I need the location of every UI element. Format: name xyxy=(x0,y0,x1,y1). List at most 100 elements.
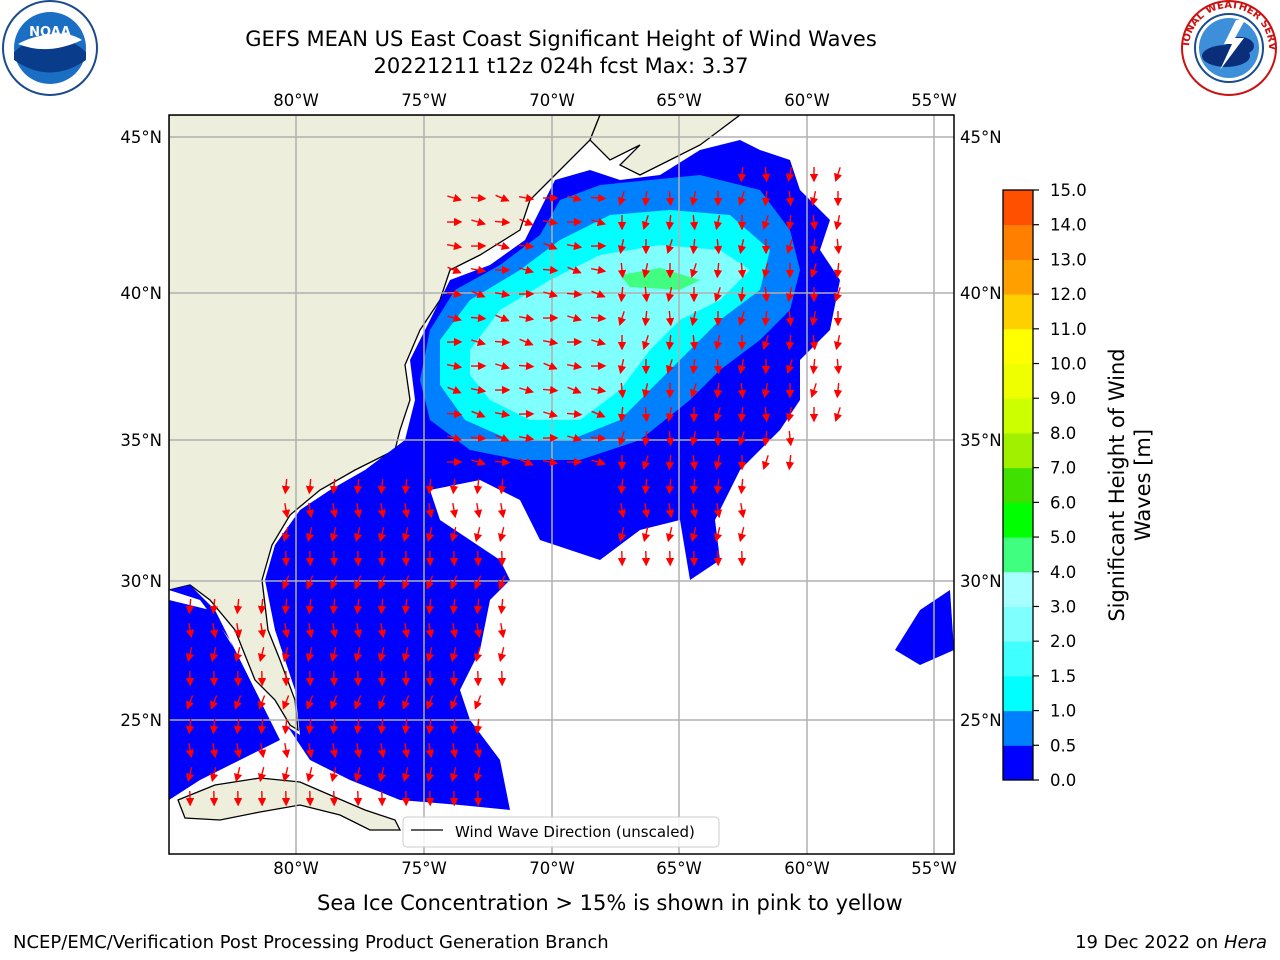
wave-arrow xyxy=(185,718,195,735)
wave-arrow xyxy=(401,502,411,519)
wave-arrow xyxy=(354,695,362,710)
wave-arrow xyxy=(641,335,650,351)
colorbar-tick-label: 5.0 xyxy=(1050,528,1076,547)
colorbar-segment xyxy=(1003,537,1033,573)
colorbar-segment xyxy=(1003,467,1033,503)
wave-arrow xyxy=(566,361,583,371)
wave-arrow xyxy=(833,287,842,303)
wave-arrow xyxy=(665,478,675,495)
wave-arrow xyxy=(353,527,363,543)
wave-arrow xyxy=(761,455,770,471)
wave-arrow xyxy=(353,478,363,495)
wave-arrow xyxy=(473,598,483,615)
wave-arrow xyxy=(761,430,771,447)
wave-arrow xyxy=(401,598,411,615)
lat-tick-right: 25°N xyxy=(960,711,1002,730)
wave-arrow xyxy=(329,767,339,783)
wave-arrow xyxy=(665,454,675,471)
wave-arrow xyxy=(543,242,558,250)
wave-arrow xyxy=(425,622,435,639)
wave-arrow xyxy=(542,265,559,275)
wave-arrow xyxy=(233,718,243,735)
wave-arrow xyxy=(713,358,723,375)
wave-arrow xyxy=(401,767,411,783)
wave-arrow xyxy=(185,647,195,663)
wave-arrow xyxy=(761,406,771,423)
wave-arrow xyxy=(257,742,267,759)
colorbar-tick-label: 6.0 xyxy=(1050,493,1076,512)
wave-arrow xyxy=(306,695,314,710)
wave-arrow xyxy=(402,575,410,590)
wave-arrow xyxy=(353,742,363,759)
wave-arrow xyxy=(495,241,511,251)
colorbar-tick-label: 2.0 xyxy=(1050,632,1076,651)
wave-arrow xyxy=(543,362,558,370)
wave-arrow xyxy=(494,217,511,227)
map-area xyxy=(169,115,954,854)
wave-arrow xyxy=(447,313,463,323)
wave-arrow xyxy=(833,358,843,375)
colorbar-tick-label: 14.0 xyxy=(1050,216,1087,235)
wave-arrow xyxy=(665,502,675,519)
wave-arrow xyxy=(785,190,795,207)
wave-arrow xyxy=(425,767,435,783)
wave-arrow xyxy=(305,718,315,735)
colorbar-segment xyxy=(1003,745,1033,781)
wave-arrow xyxy=(447,266,462,274)
wave-arrow xyxy=(209,598,219,615)
colorbar-segment xyxy=(1003,363,1033,399)
wave-arrow xyxy=(809,191,819,207)
wave-arrow xyxy=(402,695,410,710)
wave-arrow xyxy=(713,335,723,351)
lon-tick-top: 65°W xyxy=(656,91,702,110)
colorbar-segment xyxy=(1003,502,1033,538)
colorbar-segment xyxy=(1003,294,1033,330)
wave-arrow xyxy=(470,265,487,275)
wave-arrow xyxy=(473,622,483,639)
wave-arrow xyxy=(209,767,219,783)
colorbar-segment xyxy=(1003,675,1033,712)
wave-arrow xyxy=(737,239,747,255)
wave-arrow xyxy=(449,598,459,615)
wave-arrow xyxy=(471,217,487,227)
wave-arrow xyxy=(737,502,747,519)
wave-arrow xyxy=(591,337,607,347)
wave-arrow xyxy=(713,407,722,423)
wave-arrow xyxy=(353,622,363,639)
wave-arrow xyxy=(401,647,411,663)
wave-arrow xyxy=(737,191,746,207)
wave-arrow xyxy=(617,382,627,399)
wave-arrow xyxy=(470,385,487,395)
wave-arrow xyxy=(617,431,626,447)
wave-arrow xyxy=(737,527,747,543)
colorbar-segment xyxy=(1003,606,1033,642)
wave-arrow xyxy=(785,359,794,375)
wave-arrow xyxy=(761,190,771,207)
wave-arrow xyxy=(282,695,290,710)
sea-ice-note: Sea Ice Concentration > 15% is shown in … xyxy=(317,891,903,915)
wave-arrow xyxy=(785,287,795,303)
noaa-logo: NOAA xyxy=(2,0,98,96)
lat-tick-left: 35°N xyxy=(120,431,162,450)
map-legend: Wind Wave Direction (unscaled) xyxy=(402,816,720,848)
wave-arrow xyxy=(713,215,723,231)
wave-arrow xyxy=(281,767,291,783)
wave-arrow xyxy=(281,742,291,759)
colorbar-tick-label: 4.0 xyxy=(1050,563,1076,582)
wave-arrow xyxy=(641,430,651,447)
wave-arrow xyxy=(447,193,463,203)
lat-tick-left: 40°N xyxy=(120,284,162,303)
wave-arrow xyxy=(617,406,627,423)
wave-arrow xyxy=(591,457,607,467)
wave-arrow xyxy=(519,338,534,346)
wave-arrow xyxy=(785,454,795,471)
lon-tick-top: 60°W xyxy=(784,91,830,110)
wave-arrow xyxy=(785,214,795,231)
wave-arrow xyxy=(449,502,459,519)
wave-arrow xyxy=(257,767,267,783)
wave-arrow xyxy=(401,622,411,639)
wave-arrow xyxy=(761,383,771,399)
wave-arrow xyxy=(377,647,387,663)
wave-arrow xyxy=(281,527,291,543)
